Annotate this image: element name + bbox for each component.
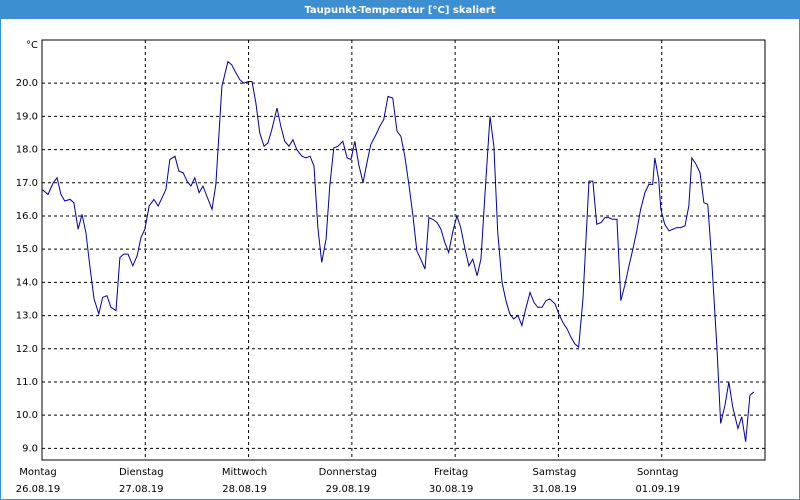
y-tick-label: 16.0 [16,211,38,222]
y-tick-label: 12.0 [16,344,38,355]
x-tick-date: 01.09.19 [635,484,680,495]
x-tick-label: Mittwoch [222,467,267,478]
x-tick-label: Dienstag [119,467,164,478]
x-tick-label: Donnerstag [319,467,377,478]
y-tick-label: 20.0 [16,78,38,89]
y-tick-label: 17.0 [16,178,38,189]
x-tick-label: Samstag [533,467,577,478]
title-bar [0,0,800,19]
y-unit: °C [26,40,38,51]
x-tick-label: Sonntag [637,467,679,478]
y-tick-label: 19.0 [16,111,38,122]
x-tick-date: 26.08.19 [16,484,61,495]
y-tick-label: 14.0 [16,277,38,288]
y-tick-label: 10.0 [16,410,38,421]
y-tick-label: 18.0 [16,145,38,156]
x-tick-date: 27.08.19 [119,484,164,495]
y-tick-label: 9.0 [22,443,38,454]
data-line [41,60,755,442]
x-tick-date: 31.08.19 [532,484,577,495]
plot-frame [41,39,766,461]
y-tick-label: 11.0 [16,377,38,388]
x-tick-label: Freitag [434,467,468,478]
x-tick-date: 28.08.19 [222,484,267,495]
y-tick-label: 13.0 [16,311,38,322]
x-tick-label: Montag [19,467,56,478]
y-tick-label: 15.0 [16,244,38,255]
chart-title: Taupunkt-Temperatur [°C] skaliert [304,5,495,16]
x-tick-date: 29.08.19 [326,484,371,495]
x-tick-date: 30.08.19 [429,484,474,495]
